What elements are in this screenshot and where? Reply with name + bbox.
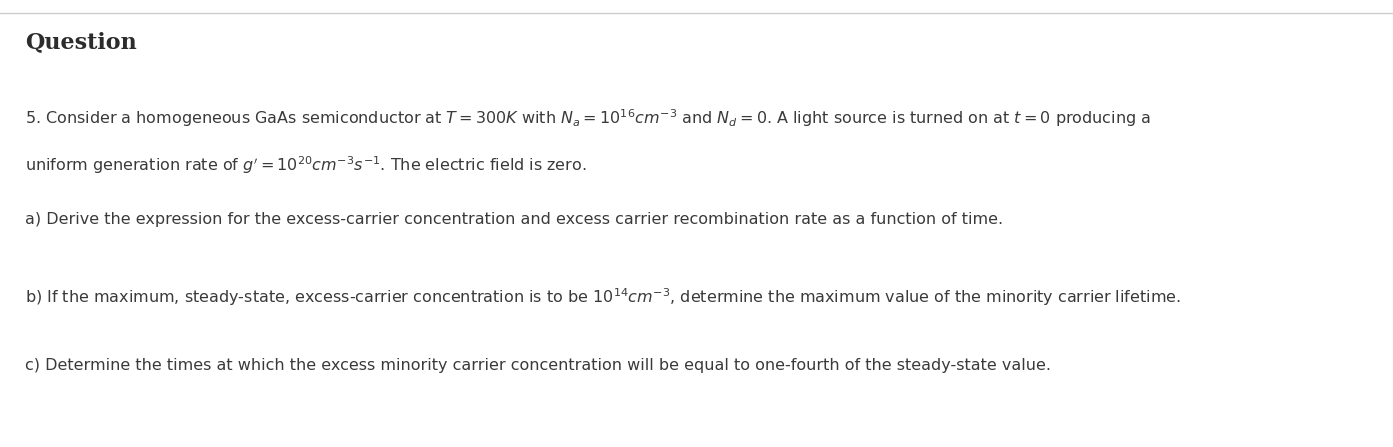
Text: uniform generation rate of $g' = 10^{20}cm^{-3}s^{-1}$. The electric field is ze: uniform generation rate of $g' = 10^{20}…: [25, 154, 586, 176]
Text: a) Derive the expression for the excess-carrier concentration and excess carrier: a) Derive the expression for the excess-…: [25, 212, 1003, 228]
Text: b) If the maximum, steady-state, excess-carrier concentration is to be $10^{14}c: b) If the maximum, steady-state, excess-…: [25, 286, 1181, 308]
Text: 5. Consider a homogeneous GaAs semiconductor at $T = 300K$ with $N_a = 10^{16}cm: 5. Consider a homogeneous GaAs semicondu…: [25, 107, 1151, 129]
Text: Question: Question: [25, 31, 137, 53]
Text: c) Determine the times at which the excess minority carrier concentration will b: c) Determine the times at which the exce…: [25, 358, 1052, 373]
